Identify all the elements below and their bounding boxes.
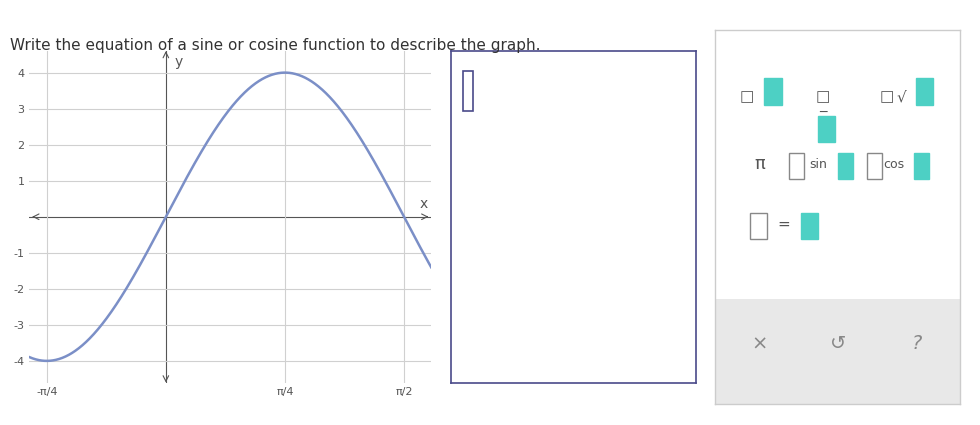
Bar: [764, 78, 782, 105]
Text: ×: ×: [752, 334, 767, 354]
Bar: [802, 213, 818, 239]
Bar: [913, 153, 929, 179]
Bar: [818, 116, 835, 142]
Bar: [715, 299, 960, 404]
Text: □: □: [816, 90, 830, 105]
Text: □: □: [880, 90, 894, 105]
Text: cos: cos: [884, 158, 905, 171]
Text: =: =: [777, 217, 791, 232]
Text: Write the equation of a sine or cosine function to describe the graph.: Write the equation of a sine or cosine f…: [10, 38, 540, 53]
Text: √: √: [897, 90, 906, 105]
Text: ?: ?: [911, 334, 921, 354]
Bar: [867, 153, 882, 179]
Text: ─: ─: [819, 105, 827, 119]
Text: ↺: ↺: [830, 334, 846, 354]
Text: y: y: [175, 54, 183, 68]
Text: π: π: [755, 156, 764, 173]
Bar: [789, 153, 804, 179]
Bar: [750, 213, 766, 239]
Text: x: x: [419, 197, 428, 211]
Text: □: □: [740, 90, 755, 105]
Bar: [838, 153, 853, 179]
Bar: [464, 71, 473, 110]
Bar: [916, 78, 933, 105]
Text: sin: sin: [809, 158, 827, 171]
